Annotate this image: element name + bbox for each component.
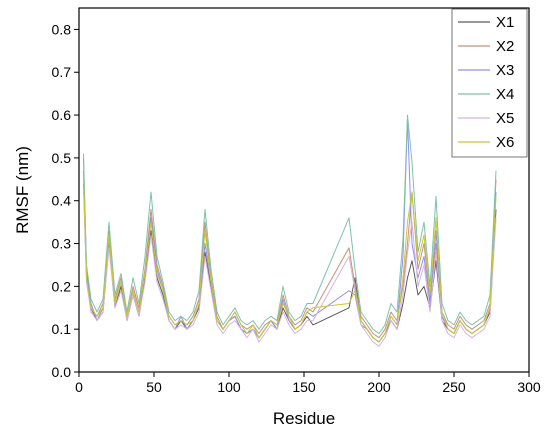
- y-axis-title: RMSF (nm): [13, 146, 32, 234]
- x-tick-label: 300: [517, 379, 541, 395]
- series-line-x4: [83, 114, 497, 334]
- y-tick-label: 0.5: [52, 150, 72, 166]
- x-tick-label: 50: [146, 379, 162, 395]
- x-axis-title: Residue: [273, 409, 335, 428]
- y-tick-label: 0.7: [52, 64, 72, 80]
- series-layer: [83, 114, 497, 347]
- legend-label-x6: X6: [496, 134, 514, 151]
- ticks-layer: 0 50 100 150 200 250 300 0.0 0.1 0.2 0.3 0.4 0.5 0.6 0…: [52, 21, 541, 395]
- x-tick-label: 150: [292, 379, 316, 395]
- series-line-x6: [83, 179, 497, 343]
- legend-label-x3: X3: [496, 62, 514, 79]
- x-tick-label: 250: [442, 379, 466, 395]
- x-tick-label: 0: [75, 379, 83, 395]
- y-tick-label: 0.0: [52, 364, 72, 380]
- y-tick-label: 0.3: [52, 236, 72, 252]
- legend-label-x4: X4: [496, 86, 514, 103]
- y-tick-label: 0.1: [52, 321, 72, 337]
- y-tick-label: 0.8: [52, 21, 72, 37]
- legend-label-x2: X2: [496, 38, 514, 55]
- y-tick-label: 0.4: [52, 193, 72, 209]
- y-tick-label: 0.2: [52, 278, 72, 294]
- x-tick-label: 200: [367, 379, 391, 395]
- legend-label-x1: X1: [496, 14, 514, 31]
- y-tick-label: 0.6: [52, 107, 72, 123]
- series-line-x5: [83, 187, 497, 347]
- legend: X1 X2 X3 X4 X5 X6: [451, 8, 528, 158]
- legend-label-x5: X5: [496, 110, 514, 127]
- x-tick-label: 100: [217, 379, 241, 395]
- legend-box: [451, 8, 528, 158]
